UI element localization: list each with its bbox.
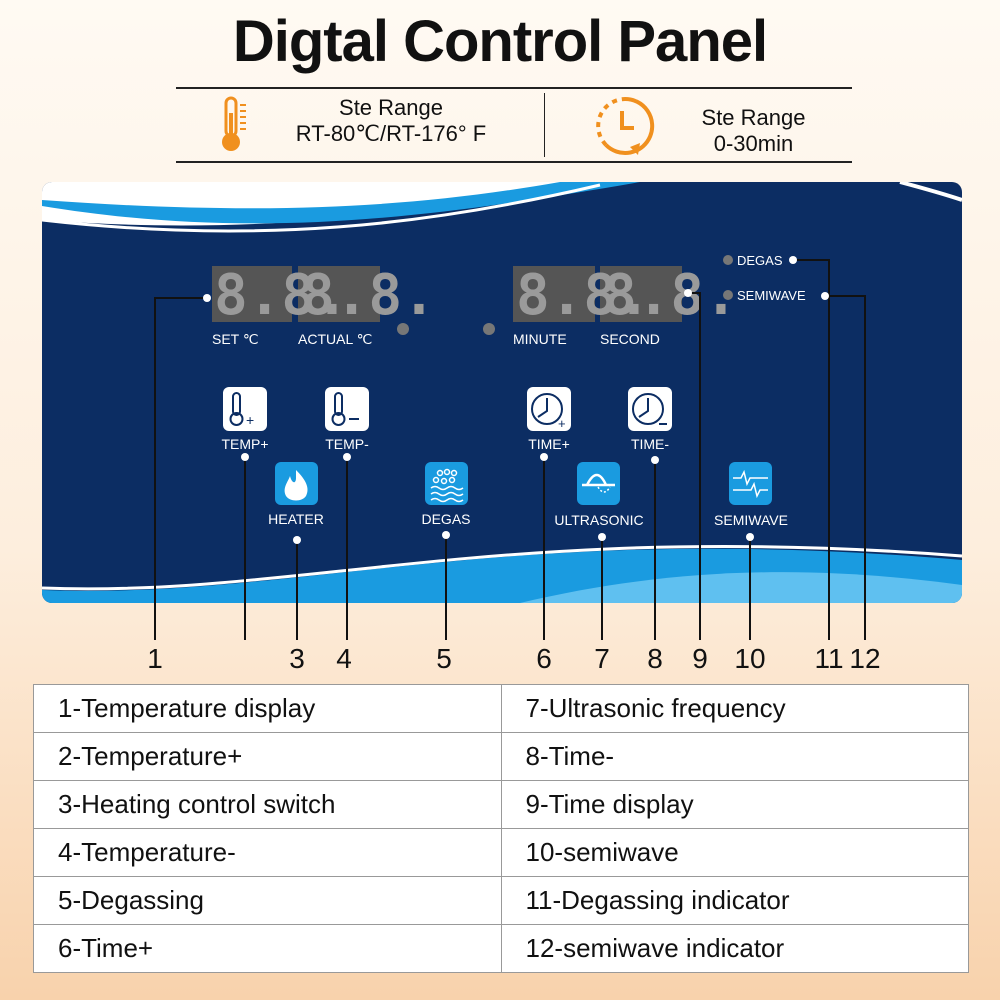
second-label: SECOND (600, 331, 660, 347)
heater-button[interactable]: HEATER (268, 462, 324, 527)
degas-indicator-label: DEGAS (737, 253, 783, 268)
ultrasonic-label: ULTRASONIC (554, 512, 643, 528)
legend-item: 8-Time- (500, 732, 969, 781)
time-range-title: Ste Range (701, 105, 806, 130)
pulse-icon (733, 469, 768, 499)
legend-item: 11-Degassing indicator (500, 876, 969, 925)
plus-icon: + (558, 416, 566, 431)
callout-number: 6 (536, 643, 552, 674)
temp-plus-button[interactable]: + TEMP+ (221, 387, 269, 452)
clock-icon (596, 96, 655, 155)
legend-item: 1-Temperature display (33, 684, 502, 733)
time-minus-label: TIME- (631, 436, 669, 452)
set-temp-label: SET ℃ (212, 331, 259, 347)
actual-temp-display: 8.8. (301, 263, 436, 328)
callout-number: 8 (647, 643, 663, 674)
callout-number: 5 (436, 643, 452, 674)
callout-dots (203, 256, 829, 544)
indicator-led (397, 323, 409, 335)
callout-number: 1 (147, 643, 163, 674)
temp-minus-label: TEMP- (325, 436, 369, 452)
callout-number: 9 (692, 643, 708, 674)
bubbles-icon (430, 468, 464, 503)
legend-item: 9-Time display (500, 780, 969, 829)
temp-range-value: RT-80℃/RT-176° F (295, 121, 487, 146)
table-row: 3-Heating control switch 9-Time display (33, 780, 969, 829)
flame-icon (284, 470, 308, 501)
table-row: 6-Time+ 12-semiwave indicator (33, 924, 969, 973)
table-row: 4-Temperature- 10-semiwave (33, 828, 969, 877)
callout-lines (154, 259, 866, 640)
ultrasonic-button[interactable]: ULTRASONIC (554, 462, 644, 528)
set-temp-display: 8.8. (214, 263, 349, 328)
legend-item: 10-semiwave (500, 828, 969, 877)
table-row: 2-Temperature+ 8-Time- (33, 732, 969, 781)
callout-number: 12 (849, 643, 880, 674)
actual-temp-label: ACTUAL ℃ (298, 331, 372, 347)
degas-indicator-led (723, 255, 733, 265)
spec-bar: Ste Range RT-80℃/RT-176° F Ste Range 0-3… (176, 87, 852, 163)
minute-label: MINUTE (513, 331, 567, 347)
legend-table: 1-Temperature display 7-Ultrasonic freque… (33, 684, 969, 973)
table-row: 1-Temperature display 7-Ultrasonic freque… (33, 684, 969, 733)
legend-item: 4-Temperature- (33, 828, 502, 877)
degas-button[interactable]: DEGAS (421, 462, 471, 527)
degas-label: DEGAS (421, 511, 470, 527)
time-minus-button[interactable]: TIME- (628, 387, 672, 452)
semiwave-label: SEMIWAVE (714, 512, 788, 528)
legend-item: 2-Temperature+ (33, 732, 502, 781)
callout-number: 7 (594, 643, 610, 674)
semiwave-indicator-led (723, 290, 733, 300)
temp-range-title: Ste Range (339, 95, 443, 120)
table-row: 5-Degassing 11-Degassing indicator (33, 876, 969, 925)
page-title: Digtal Control Panel (232, 9, 768, 74)
panel-background (42, 182, 962, 603)
legend-item: 7-Ultrasonic frequency (500, 684, 969, 733)
thermometer-icon (222, 96, 246, 151)
control-panel: 8.8. 8.8. 8.8. 8.8. SET ℃ ACTUAL ℃ MINUT… (42, 182, 962, 674)
legend-item: 6-Time+ (33, 924, 502, 973)
wave-icon (582, 473, 615, 487)
callout-number: 3 (289, 643, 305, 674)
time-range-value: 0-30min (713, 131, 794, 156)
callout-number: 11 (814, 643, 843, 674)
legend-item: 12-semiwave indicator (500, 924, 969, 973)
legend-item: 3-Heating control switch (33, 780, 502, 829)
legend-item: 5-Degassing (33, 876, 502, 925)
time-plus-button[interactable]: + TIME+ (527, 387, 571, 452)
callout-number: 4 (336, 643, 352, 674)
semiwave-button[interactable]: SEMIWAVE (714, 462, 788, 528)
temp-minus-button[interactable]: TEMP- (325, 387, 369, 452)
second-display: 8.8. (603, 263, 738, 328)
divider (544, 93, 545, 157)
minute-display: 8.8. (516, 263, 651, 328)
heater-label: HEATER (268, 511, 324, 527)
time-plus-label: TIME+ (528, 436, 570, 452)
indicator-led (483, 323, 495, 335)
plus-icon: + (246, 412, 254, 428)
semiwave-indicator-label: SEMIWAVE (737, 288, 806, 303)
temp-plus-label: TEMP+ (221, 436, 268, 452)
callout-number: 10 (734, 643, 765, 674)
